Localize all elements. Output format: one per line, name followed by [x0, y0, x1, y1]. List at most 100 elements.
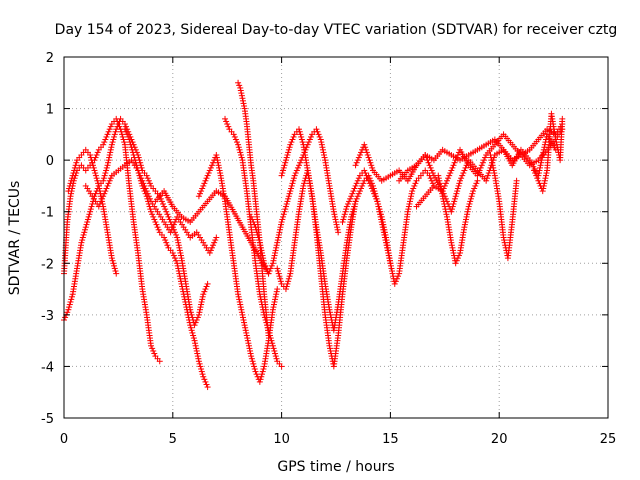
data-point: [362, 170, 369, 177]
data-point: [386, 257, 393, 264]
data-point: [278, 219, 285, 226]
data-point: [368, 185, 375, 192]
data-point: [463, 162, 470, 169]
data-point: [277, 275, 284, 282]
data-point: [306, 136, 313, 143]
data-point: [450, 249, 457, 256]
data-point: [149, 211, 156, 218]
data-point: [174, 262, 181, 269]
data-point: [406, 198, 413, 205]
data-point: [368, 162, 375, 169]
data-point: [282, 157, 289, 164]
data-point: [273, 291, 280, 298]
data-point: [178, 280, 185, 287]
data-point: [88, 157, 95, 164]
data-point: [235, 293, 242, 300]
data-point: [439, 193, 446, 200]
data-point: [162, 206, 169, 213]
data-point: [456, 180, 463, 187]
data-point: [186, 317, 193, 324]
data-point: [87, 151, 94, 158]
data-point: [369, 164, 376, 171]
data-point: [195, 358, 202, 365]
data-point: [186, 319, 193, 326]
data-point: [68, 190, 75, 197]
data-point: [281, 162, 288, 169]
data-point: [64, 309, 71, 316]
data-point: [305, 139, 312, 146]
data-point: [453, 190, 460, 197]
data-point: [266, 268, 273, 275]
data-point: [241, 319, 248, 326]
data-point: [115, 121, 122, 128]
series-sat-s: [531, 110, 566, 195]
data-point: [356, 151, 363, 158]
data-point: [457, 177, 464, 184]
data-point: [354, 177, 361, 184]
data-point: [259, 368, 266, 375]
data-point: [375, 206, 382, 213]
data-point: [424, 157, 431, 164]
data-point: [318, 139, 325, 146]
data-point: [535, 177, 542, 184]
data-point: [288, 185, 295, 192]
data-point: [351, 200, 358, 207]
data-point: [442, 180, 449, 187]
data-point: [538, 159, 545, 166]
data-point: [244, 337, 251, 344]
data-point: [480, 157, 487, 164]
data-point: [121, 139, 128, 146]
data-point: [62, 314, 69, 321]
data-point: [296, 128, 303, 135]
data-point: [241, 322, 248, 329]
data-point: [120, 136, 127, 143]
data-point: [206, 167, 213, 174]
data-point: [199, 371, 206, 378]
data-point: [102, 170, 109, 177]
data-point: [333, 219, 339, 226]
data-point: [459, 172, 466, 179]
data-point: [144, 195, 151, 202]
data-point: [198, 368, 205, 375]
data-point: [249, 358, 256, 365]
data-point: [297, 159, 304, 166]
data-point: [539, 154, 546, 161]
data-point: [260, 366, 267, 373]
data-point: [198, 298, 205, 305]
data-point: [319, 144, 326, 151]
data-point: [101, 190, 108, 197]
data-point: [289, 136, 296, 143]
data-point: [197, 363, 204, 370]
data-point: [271, 347, 278, 354]
data-point: [282, 206, 289, 213]
data-point: [441, 203, 448, 210]
data-point: [66, 301, 73, 308]
data-point: [448, 239, 455, 246]
data-point: [97, 198, 104, 205]
data-point: [79, 234, 86, 241]
data-point: [176, 270, 183, 277]
data-point: [108, 255, 115, 262]
data-point: [270, 255, 277, 262]
data-point: [376, 208, 383, 215]
data-point: [491, 170, 498, 177]
data-point: [101, 139, 108, 146]
data-point: [148, 208, 155, 215]
data-point: [204, 384, 211, 391]
data-point: [458, 175, 465, 182]
data-point: [107, 123, 114, 130]
data-point: [271, 252, 278, 259]
data-point: [181, 296, 188, 303]
data-point: [355, 190, 362, 197]
data-point: [361, 141, 368, 148]
data-point: [207, 164, 214, 171]
data-point: [139, 182, 146, 189]
data-point: [391, 280, 398, 287]
data-point: [282, 159, 289, 166]
data-point: [96, 188, 103, 195]
data-point: [113, 270, 120, 277]
data-point: [453, 257, 460, 264]
data-point: [210, 242, 217, 249]
data-point: [319, 146, 326, 153]
data-point: [470, 188, 477, 195]
